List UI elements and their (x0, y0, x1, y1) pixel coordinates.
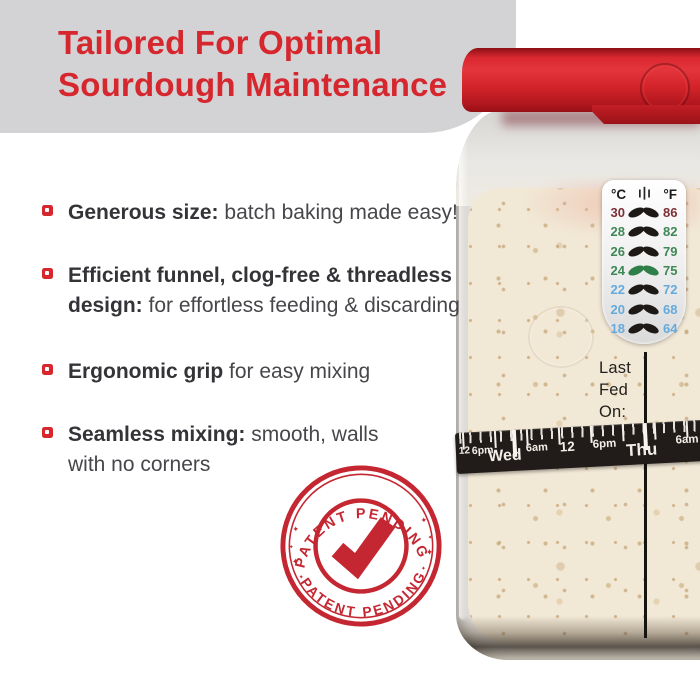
band-label-6pm: 6pm (592, 437, 617, 451)
bullet-text: Generous size: batch baking made easy! (68, 201, 458, 224)
band-label-thu: Thu (625, 439, 658, 461)
celsius-value: 20 (610, 301, 625, 317)
glass-embossed-logo (528, 306, 594, 368)
leaf-pair-icon (628, 304, 660, 315)
temperature-rows: 30 86 28 82 26 79 24 75 22 72 20 68 18 64 (602, 203, 686, 338)
temperature-row: 24 75 (602, 261, 686, 280)
star-icon: ✦ (299, 574, 304, 581)
star-icon: ✦ (292, 524, 300, 533)
jar-glass-base (456, 616, 700, 660)
band-label-12: 12 (458, 445, 471, 457)
patent-pending-stamp: PATENT PENDING PATENT PENDING ✦✦✦✦✦✦✦✦ (280, 465, 442, 627)
temperature-row: 30 86 (602, 203, 686, 222)
stamp-inner-thin-ring (288, 473, 434, 619)
band-label-wed: Wed (487, 446, 523, 466)
star-icon: ✦ (425, 547, 434, 558)
fill-level-marker-line (644, 352, 647, 638)
bullet-text: Ergonomic grip for easy mixing (68, 360, 371, 383)
headline-line-1: Tailored For Optimal (58, 24, 383, 61)
fahrenheit-value: 64 (663, 320, 678, 336)
fahrenheit-value: 82 (663, 224, 678, 240)
bullet-square-icon (42, 268, 53, 279)
band-label-6am: 6am (525, 441, 549, 455)
fahrenheit-header: °F (663, 186, 677, 202)
bullet-item: Efficient funnel, clog-free & threadless… (42, 261, 476, 321)
fahrenheit-value: 72 (663, 282, 678, 298)
leaf-pair-icon (628, 207, 660, 218)
bullet-item: Ergonomic grip for easy mixing (42, 357, 508, 387)
glass-highlight (459, 120, 468, 620)
temperature-row: 28 82 (602, 222, 686, 241)
star-icon: ✦ (291, 556, 300, 567)
last-fed-line-1: Last (599, 359, 631, 377)
temperature-row: 26 79 (602, 242, 686, 261)
celsius-value: 30 (610, 205, 625, 221)
leaf-pair-icon (628, 284, 660, 295)
star-icon: ✦ (289, 544, 294, 551)
bullet-bold-text: Ergonomic grip (68, 360, 224, 383)
star-icon: ✦ (428, 534, 433, 541)
celsius-value: 24 (610, 263, 625, 279)
temperature-strip-header: °C °F (602, 180, 686, 202)
temperature-row: 18 64 (602, 319, 686, 338)
bullet-bold-text: Generous size: (68, 201, 219, 224)
bullet-text: Efficient funnel, clog-free & threadless… (68, 264, 460, 317)
fahrenheit-value: 75 (663, 263, 678, 279)
celsius-value: 26 (610, 243, 625, 259)
bullet-text: Seamless mixing: smooth, walls with no c… (68, 423, 379, 476)
band-label-6am: 6am (675, 433, 699, 447)
fahrenheit-value: 79 (663, 243, 678, 259)
fahrenheit-value: 86 (663, 205, 678, 221)
jar-red-lid (462, 48, 700, 113)
headline-line-2: Sourdough Maintenance (58, 65, 448, 103)
bullet-bold-text: Seamless mixing: (68, 423, 246, 446)
celsius-value: 18 (610, 320, 625, 336)
leaf-pair-icon (628, 246, 660, 257)
headline-banner (0, 0, 516, 133)
leaf-pair-icon (628, 226, 660, 237)
leaf-pair-icon (628, 265, 660, 276)
checkmark-icon (331, 517, 396, 580)
temperature-strip: °C °F 30 86 28 82 26 79 24 75 22 72 20 68 18 (602, 180, 686, 344)
temperature-row: 20 68 (602, 299, 686, 318)
bullet-square-icon (42, 364, 53, 375)
celsius-header: °C (611, 186, 627, 202)
lid-rim-tab (592, 105, 700, 124)
star-icon: ✦ (420, 516, 428, 525)
bullet-item: Generous size: batch baking made easy! (42, 198, 508, 228)
last-fed-line-3: On: (599, 402, 627, 421)
last-fed-line-2: Fed (599, 380, 629, 399)
headline: Tailored For Optimal Sourdough Maintenan… (58, 22, 447, 105)
celsius-value: 22 (610, 282, 625, 298)
band-label-12: 12 (559, 438, 576, 455)
temperature-row: 22 72 (602, 280, 686, 299)
bullet-square-icon (42, 205, 53, 216)
fahrenheit-value: 68 (663, 301, 678, 317)
wheat-icon (639, 186, 651, 200)
last-fed-label: Last Fed On: (599, 358, 631, 423)
bullet-bold-text: Efficient funnel, clog-free & threadless… (68, 264, 452, 317)
bullet-item: Seamless mixing: smooth, walls with no c… (42, 420, 400, 480)
leaf-pair-icon (628, 323, 660, 334)
star-icon: ✦ (421, 565, 426, 572)
celsius-value: 28 (610, 224, 625, 240)
bullet-square-icon (42, 427, 53, 438)
